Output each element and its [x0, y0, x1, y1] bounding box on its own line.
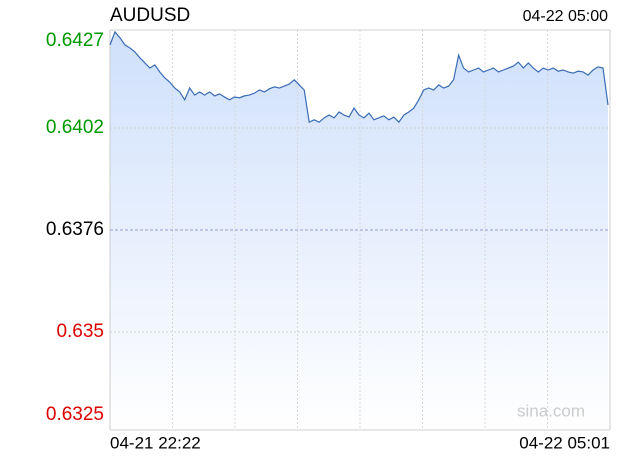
time-label: 04-22 05:00	[523, 8, 609, 25]
chart-title: AUDUSD	[110, 5, 190, 26]
y-tick-label: 0.6376	[46, 219, 104, 240]
y-tick-label: 0.6402	[46, 117, 104, 138]
area	[110, 31, 608, 431]
x-start-label: 04-21 22:22	[110, 433, 201, 452]
price-line	[109, 30, 609, 124]
y-tick-label: 0.635	[56, 321, 104, 342]
y-tick-label: 0.6427	[46, 30, 104, 51]
x-end-label: 04-22 05:01	[519, 433, 610, 452]
watermark: sina.com	[517, 401, 585, 420]
y-tick-label: 0.6325	[46, 404, 104, 425]
